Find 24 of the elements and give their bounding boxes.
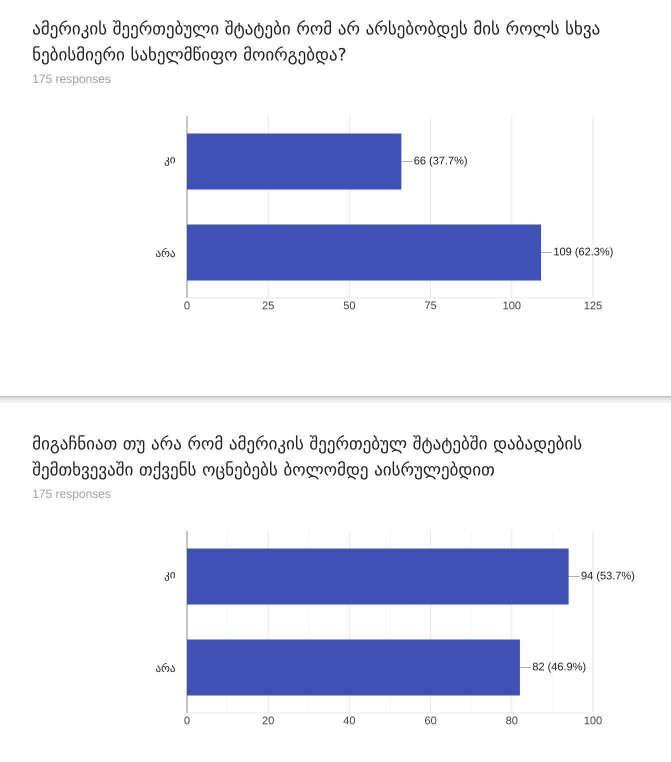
x-tick-label: 125 <box>584 302 602 310</box>
chart-title: მიგაჩნიათ თუ არა რომ ამერიკის შეერთებულ შტატებში დაბადების შემთხვევაში თქვენს ოცნებებს ბოლომდე აისრულებდით <box>32 435 582 480</box>
x-tick-label: 100 <box>503 302 521 310</box>
x-tick-label: 40 <box>344 716 356 724</box>
data-label: 94 (53.7%) <box>582 571 634 582</box>
y-tick-label: კი <box>164 157 175 166</box>
data-label: 82 (46.9%) <box>532 662 586 673</box>
x-tick-label: 75 <box>425 302 436 310</box>
x-tick-label: 0 <box>184 716 190 724</box>
x-tick-label: 0 <box>184 302 190 310</box>
y-tick-label: არა <box>156 662 175 672</box>
x-tick-label: 80 <box>506 716 518 724</box>
x-tick-label: 100 <box>584 716 602 724</box>
x-tick-label: 25 <box>262 302 274 310</box>
y-tick-label: კი <box>164 572 175 581</box>
chart-title: ამერიკის შეერთებული შტატები რომ არ არსებობდეს მის როლს სხვა ნებისმიერი სახელმწიფო მოირგებდა? <box>33 20 600 64</box>
data-label: 66 (37.7%) <box>414 156 467 167</box>
x-tick-label: 20 <box>262 716 274 724</box>
data-label: 109 (62.3%) <box>554 247 613 258</box>
text: 175 responses <box>33 490 110 500</box>
y-tick-label: არა <box>156 248 175 258</box>
x-tick-label: 60 <box>425 716 436 724</box>
text: 175 responses <box>33 74 110 86</box>
x-tick-label: 50 <box>344 302 356 310</box>
